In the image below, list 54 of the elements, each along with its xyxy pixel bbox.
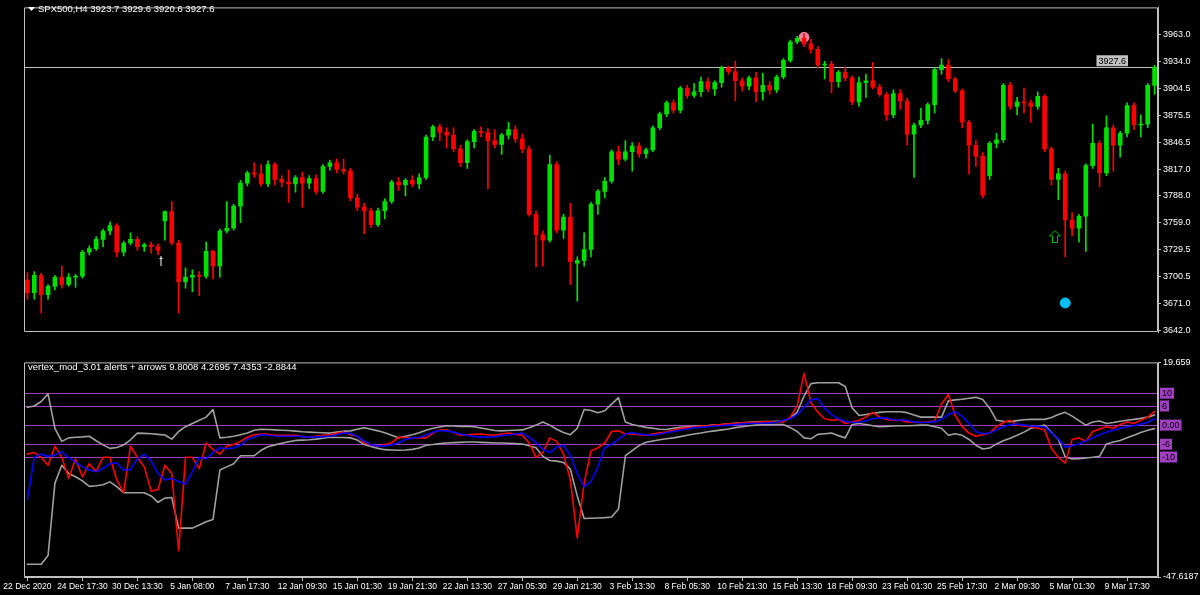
x-tick-label: 23 Feb 01:30 [882,581,933,592]
x-tick-label: 8 Feb 05:30 [664,581,711,592]
ref-line-label: -10 [1162,451,1176,462]
candlestick [574,256,580,302]
candlestick [478,126,484,138]
y-tick-label: 3700.5 [1163,271,1191,282]
y-tick-label: 3934.0 [1163,55,1191,66]
x-tick-label: 27 Jan 05:30 [497,581,548,592]
x-tick-label: 25 Feb 17:30 [937,581,988,592]
x-tick-label: 29 Jan 21:30 [552,581,603,592]
x-tick-label: 15 Jan 01:30 [332,581,383,592]
ref-line-label: -6 [1161,439,1171,450]
candlestick [540,230,546,267]
x-tick-label: 22 Jan 13:30 [442,581,493,592]
x-tick-label: 10 Feb 21:30 [717,581,768,592]
y-tick-label: 3963.0 [1163,29,1191,40]
y-tick-label: 3875.5 [1163,109,1191,120]
x-tick-label: 5 Mar 01:30 [1049,581,1096,592]
y-tick-label: 3671.0 [1163,298,1191,309]
x-tick-label: 3 Feb 13:30 [609,581,656,592]
chart-title: vertex_mod_3.01 alerts + arrows 9.8008 4.2695 7.4353 -2.8844 [28,361,297,372]
y-tick-label: -47.6187 [1163,571,1199,582]
y-tick-label: 3759.0 [1163,217,1191,228]
y-tick-label: 3817.0 [1163,163,1191,174]
x-tick-label: 9 Mar 17:30 [1104,581,1151,592]
x-tick-label: 12 Jan 09:30 [277,581,328,592]
ref-line-label: 10 [1162,388,1173,399]
x-tick-label: 24 Dec 17:30 [57,581,108,592]
y-tick-label: 3788.0 [1163,190,1191,201]
ref-line-label: 3927.6 [1098,55,1126,66]
ref-line-label: 0.00 [1161,420,1180,431]
candlestick [361,203,367,235]
candlestick [279,175,285,188]
y-tick-label: 19.659 [1163,356,1191,367]
x-tick-label: 22 Dec 2020 [3,581,52,592]
x-tick-label: 30 Dec 13:30 [112,581,163,592]
x-tick-label: 18 Feb 09:30 [827,581,878,592]
x-tick-label: 5 Jan 08:00 [170,581,215,592]
candlestick [629,142,635,172]
x-tick-label: 15 Feb 13:30 [772,581,823,592]
y-tick-label: 3642.0 [1163,325,1191,336]
y-tick-label: 3729.5 [1163,244,1191,255]
x-tick-label: 2 Mar 09:30 [994,581,1041,592]
candlestick [444,127,449,149]
chart-title: SPX500,H4 3923.7 3929.6 3920.6 3927.6 [38,3,215,14]
x-tick-label: 19 Jan 21:30 [387,581,438,592]
y-tick-label: 3904.5 [1163,83,1191,94]
candlestick [863,73,869,98]
candlestick [224,201,230,234]
x-tick-label: 7 Jan 17:30 [225,581,270,592]
candlestick [733,61,738,102]
ref-line-label: 6 [1161,400,1168,411]
y-tick-label: 3846.5 [1163,136,1191,147]
candlestick [196,271,202,296]
